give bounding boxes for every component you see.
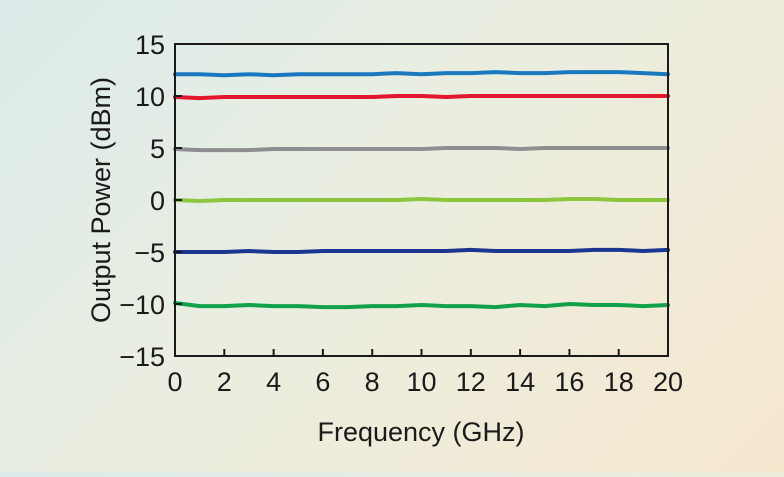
x-tick-label: 14	[505, 367, 535, 397]
x-tick-label: 4	[266, 367, 281, 397]
y-tick-label: −15	[119, 342, 165, 372]
series-line-3	[173, 146, 670, 153]
x-tick-label: 2	[217, 367, 232, 397]
y-tick-label: −5	[134, 238, 165, 268]
x-tick-label: 16	[554, 367, 584, 397]
y-axis-label: Output Power (dBm)	[86, 77, 116, 323]
y-tick-label: 10	[135, 82, 165, 112]
x-tick-label: 0	[167, 367, 182, 397]
x-tick-label: 18	[604, 367, 634, 397]
y-tick-label: −10	[119, 290, 165, 320]
plot-layer	[173, 70, 670, 310]
series-line-4	[173, 197, 670, 203]
y-tick-label: 0	[150, 186, 165, 216]
x-axis-label: Frequency (GHz)	[317, 417, 524, 447]
series-line-1	[173, 70, 670, 78]
axis-layer: 0 2 4 6 8 10 12 14 16 18 20 15 10 5 0 −5 −10 −15	[119, 30, 683, 397]
series-line-2	[173, 94, 670, 101]
x-tick-label: 20	[653, 367, 683, 397]
series-line-6	[173, 301, 670, 310]
series-line-5	[173, 247, 670, 254]
x-tick-label: 6	[315, 367, 330, 397]
x-tick-label: 8	[365, 367, 380, 397]
x-tick-label: 12	[456, 367, 486, 397]
y-tick-label: 5	[150, 134, 165, 164]
x-tick-label: 10	[406, 367, 436, 397]
y-tick-label: 15	[135, 30, 165, 60]
